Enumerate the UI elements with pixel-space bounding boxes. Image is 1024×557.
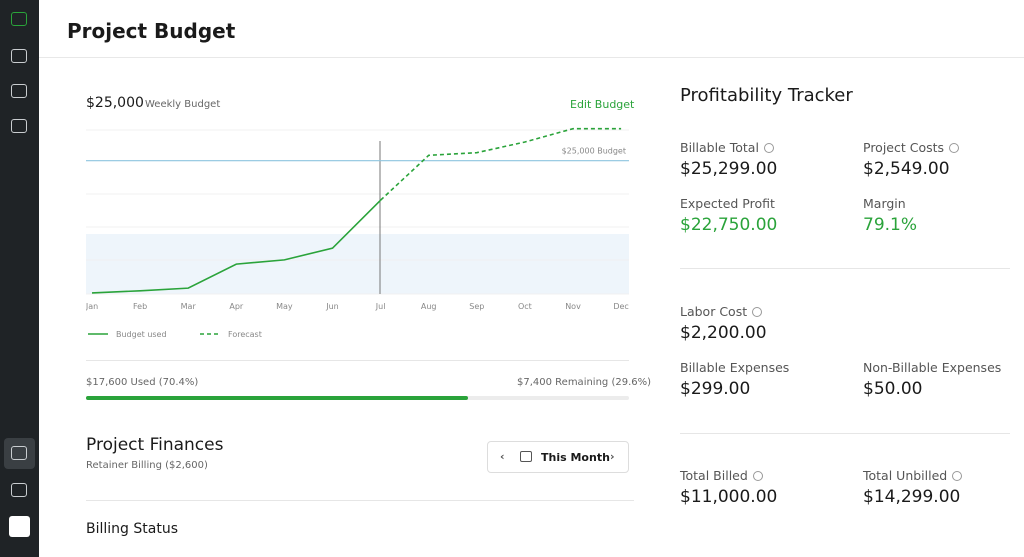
metric-label: Project Costs bbox=[863, 140, 960, 155]
metric-label-text: Margin bbox=[863, 196, 906, 211]
metric-value: $25,299.00 bbox=[680, 159, 778, 179]
info-icon[interactable] bbox=[763, 143, 774, 153]
billing-title: Billing Status bbox=[86, 521, 178, 537]
finances-subtitle: Retainer Billing ($2,600) bbox=[86, 460, 208, 471]
metric-label-text: Billable Expenses bbox=[680, 360, 790, 375]
metric-label-text: Billable Total bbox=[680, 140, 759, 155]
x-tick-label: Jun bbox=[325, 302, 339, 311]
info-icon[interactable] bbox=[949, 143, 960, 153]
series-line bbox=[380, 127, 622, 201]
divider bbox=[680, 433, 1010, 434]
metric-label-text: Labor Cost bbox=[680, 304, 748, 319]
metric-value: $11,000.00 bbox=[680, 487, 778, 507]
x-tick-label: Aug bbox=[421, 302, 437, 311]
info-icon[interactable] bbox=[952, 471, 963, 481]
metric-value: $2,549.00 bbox=[863, 159, 950, 179]
app-logo[interactable] bbox=[9, 516, 30, 537]
tracker-title: Profitability Tracker bbox=[680, 85, 853, 106]
x-tick-label: Oct bbox=[518, 302, 532, 311]
metric-value: $299.00 bbox=[680, 379, 751, 399]
metric-label: Billable Total bbox=[680, 140, 777, 155]
metric-value: $14,299.00 bbox=[863, 487, 961, 507]
period-picker[interactable]: ‹ This Month › bbox=[487, 441, 629, 473]
divider bbox=[86, 500, 634, 501]
metric: Expected Profit $22,750.00 bbox=[680, 196, 777, 235]
nav-icon[interactable] bbox=[11, 446, 27, 460]
metric-label-text: Expected Profit bbox=[680, 196, 775, 211]
nav-icon[interactable] bbox=[11, 49, 27, 63]
metric-value: $50.00 bbox=[863, 379, 923, 399]
metric: Billable Total $25,299.00 bbox=[680, 140, 777, 179]
metric-label-text: Total Unbilled bbox=[863, 468, 948, 483]
metric-label-text: Project Costs bbox=[863, 140, 945, 155]
progress-fill bbox=[86, 396, 469, 400]
budget-amount: $25,000 bbox=[86, 95, 144, 111]
metric-label: Total Unbilled bbox=[863, 468, 963, 483]
metric-label: Non-Billable Expenses bbox=[863, 360, 1001, 375]
metric: Project Costs $2,549.00 bbox=[863, 140, 960, 179]
x-tick-label: Mar bbox=[181, 302, 197, 311]
metric: Total Billed $11,000.00 bbox=[680, 468, 777, 507]
metric-value: $22,750.00 bbox=[680, 215, 778, 235]
divider bbox=[680, 268, 1010, 269]
metric-label-text: Non-Billable Expenses bbox=[863, 360, 1002, 375]
sidebar bbox=[0, 0, 39, 557]
x-tick-label: Jul bbox=[375, 302, 386, 311]
metric-label: Billable Expenses bbox=[680, 360, 789, 375]
legend-label: Budget used bbox=[116, 330, 167, 339]
metric-label: Labor Cost bbox=[680, 304, 767, 319]
x-tick-label: May bbox=[276, 302, 293, 311]
metric-label-text: Total Billed bbox=[680, 468, 748, 483]
nav-icon[interactable] bbox=[11, 84, 27, 98]
page-title: Project Budget bbox=[67, 19, 236, 43]
finances-title: Project Finances bbox=[86, 435, 224, 455]
x-tick-label: Nov bbox=[565, 302, 581, 311]
logo[interactable] bbox=[11, 12, 27, 26]
divider bbox=[86, 360, 629, 361]
metric-label: Expected Profit bbox=[680, 196, 777, 211]
nav-icon[interactable] bbox=[11, 483, 27, 497]
nav-icon[interactable] bbox=[11, 119, 27, 133]
series-line bbox=[91, 199, 382, 294]
budget-label: Weekly Budget bbox=[145, 99, 221, 110]
x-tick-label: Dec bbox=[613, 302, 628, 311]
x-tick-label: Feb bbox=[133, 302, 147, 311]
metric: Labor Cost $2,200.00 bbox=[680, 304, 767, 343]
info-icon[interactable] bbox=[752, 307, 763, 317]
edit-budget[interactable]: Edit Budget bbox=[570, 98, 635, 111]
x-tick-label: Apr bbox=[229, 302, 244, 311]
metric-label: Margin bbox=[863, 196, 917, 211]
progress-track bbox=[86, 396, 629, 400]
remaining-label: $7,400 Remaining (29.6%) bbox=[517, 377, 652, 388]
metric-value: 79.1% bbox=[863, 215, 918, 235]
chart: Jan Feb Mar Apr May Jun Jul Aug Sep Oct Nov Dec $25,… bbox=[86, 127, 629, 339]
period-label: This Month bbox=[541, 451, 610, 464]
metric: Non-Billable Expenses $50.00 bbox=[863, 360, 1001, 399]
budget-line-label: $25,000 Budget bbox=[562, 147, 626, 156]
legend-label: Forecast bbox=[228, 330, 262, 339]
metric: Margin 79.1% bbox=[863, 196, 917, 235]
used-label: $17,600 Used (70.4%) bbox=[86, 377, 199, 388]
metric: Total Unbilled $14,299.00 bbox=[863, 468, 963, 507]
nav-active[interactable] bbox=[4, 438, 35, 469]
x-tick-label: Jan bbox=[86, 302, 98, 311]
grid bbox=[86, 129, 629, 295]
metric: Billable Expenses $299.00 bbox=[680, 360, 789, 399]
x-tick-label: Sep bbox=[469, 302, 484, 311]
metric-label: Total Billed bbox=[680, 468, 777, 483]
shaded-band bbox=[86, 234, 629, 294]
metric-value: $2,200.00 bbox=[680, 323, 767, 343]
info-icon[interactable] bbox=[752, 471, 763, 481]
header: Project Budget bbox=[39, 0, 1024, 58]
